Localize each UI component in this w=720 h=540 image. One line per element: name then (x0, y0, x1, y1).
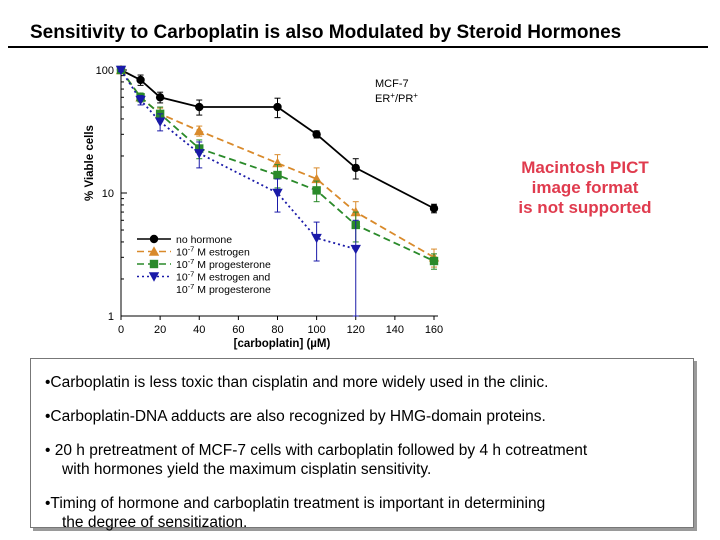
legend-label: 10-7 M estrogen and (176, 269, 270, 284)
pict-message-line: Macintosh PICT (521, 158, 649, 177)
legend-label: 10-7 M estrogen (176, 244, 250, 259)
bullet-line: with hormones yield the maximum cisplati… (62, 461, 432, 478)
legend-box (131, 231, 296, 303)
bullet-line: •Timing of hormone and carboplatin treat… (45, 495, 546, 512)
y-axis-label: % Viable cells (84, 125, 96, 201)
data-point (195, 102, 204, 112)
pict-message-line: image format (531, 178, 639, 197)
bullet-item: • 20 h pretreatment of MCF-7 cells with … (45, 441, 685, 479)
legend-label: 10-7 M progesterone (176, 257, 271, 272)
data-point (429, 256, 439, 266)
bullet-item: •Carboplatin is less toxic than cisplati… (45, 373, 685, 392)
legend-label-part: 10 (176, 259, 188, 271)
x-tick-label: 20 (154, 324, 166, 336)
data-point (194, 125, 205, 136)
bullet-line: •Carboplatin-DNA adducts are also recogn… (45, 408, 546, 425)
legend-label: 10-7 M progesterone (176, 282, 271, 297)
legend-marker (149, 234, 159, 244)
cell-line-annotation: MCF-7 (375, 78, 409, 90)
title-underline (8, 46, 708, 48)
data-point (272, 188, 283, 199)
data-point (135, 95, 146, 106)
data-point (155, 93, 165, 102)
legend-label-part: M progesterone (194, 284, 271, 296)
y-tick-label: 100 (96, 65, 114, 77)
x-tick-label: 120 (347, 324, 365, 336)
receptor-pr: /PR (395, 93, 413, 105)
data-point (154, 117, 166, 127)
data-point (311, 233, 322, 244)
data-point (273, 102, 282, 112)
receptor-er: ER (375, 93, 390, 105)
data-point (350, 244, 361, 255)
data-point (136, 75, 145, 85)
data-point (115, 65, 127, 76)
data-point (351, 163, 360, 173)
receptor-er-sign: + (390, 91, 395, 100)
legend-label-part: M estrogen (194, 247, 250, 259)
bullet-list: •Carboplatin is less toxic than cisplati… (45, 373, 685, 532)
data-point (429, 204, 439, 213)
bullet-line: the degree of sensitization. (62, 514, 248, 531)
legend-label-part: M estrogen and (194, 272, 270, 284)
legend-marker (148, 272, 160, 282)
x-tick-label: 80 (271, 324, 283, 336)
bullet-panel: •Carboplatin is less toxic than cisplati… (30, 358, 694, 531)
x-tick-label: 0 (118, 324, 124, 336)
legend-label-part: no hormone (176, 234, 232, 246)
legend-label-part: -7 (188, 282, 195, 291)
data-point (312, 186, 321, 195)
x-tick-label: 100 (307, 324, 325, 336)
y-tick-label: 10 (102, 188, 114, 200)
x-tick-label: 60 (232, 324, 244, 336)
slide-title: Sensitivity to Carboplatin is also Modul… (30, 22, 622, 43)
legend-label-part: 10 (176, 284, 188, 296)
bullet-line: • 20 h pretreatment of MCF-7 cells with … (45, 442, 588, 459)
bullet-line: •Carboplatin is less toxic than cisplati… (45, 374, 549, 391)
legend-label-part: -7 (188, 244, 195, 253)
data-point (273, 170, 282, 180)
bullet-item: •Carboplatin-DNA adducts are also recogn… (45, 407, 685, 426)
data-point (194, 149, 205, 159)
legend-marker (149, 259, 159, 269)
receptor-annotation: ER+/PR+ (375, 91, 418, 106)
legend-label-part: 10 (176, 247, 188, 259)
x-tick-label: 160 (425, 324, 443, 336)
x-axis-label: [carboplatin] (µM) (234, 338, 331, 350)
line-chart: % Viable cells [carboplatin] (µM) MCF-7 … (84, 64, 443, 350)
x-tick-label: 140 (386, 324, 404, 336)
series-line (120, 69, 435, 210)
pict-unsupported-message: Macintosh PICT image format is not suppo… (500, 158, 670, 218)
legend-marker (148, 246, 160, 256)
bullet-item: •Timing of hormone and carboplatin treat… (45, 494, 685, 532)
x-tick-label: 40 (193, 324, 205, 336)
legend-label-part: -7 (188, 269, 195, 278)
pict-message-line: is not supported (518, 198, 652, 217)
legend-label-part: 10 (176, 272, 188, 284)
receptor-pr-sign: + (413, 91, 418, 100)
legend-label: no hormone (176, 234, 232, 246)
y-tick-label: 1 (108, 311, 114, 323)
legend-label-part: -7 (188, 257, 195, 266)
legend-label-part: M progesterone (194, 259, 271, 271)
data-point (312, 130, 321, 139)
